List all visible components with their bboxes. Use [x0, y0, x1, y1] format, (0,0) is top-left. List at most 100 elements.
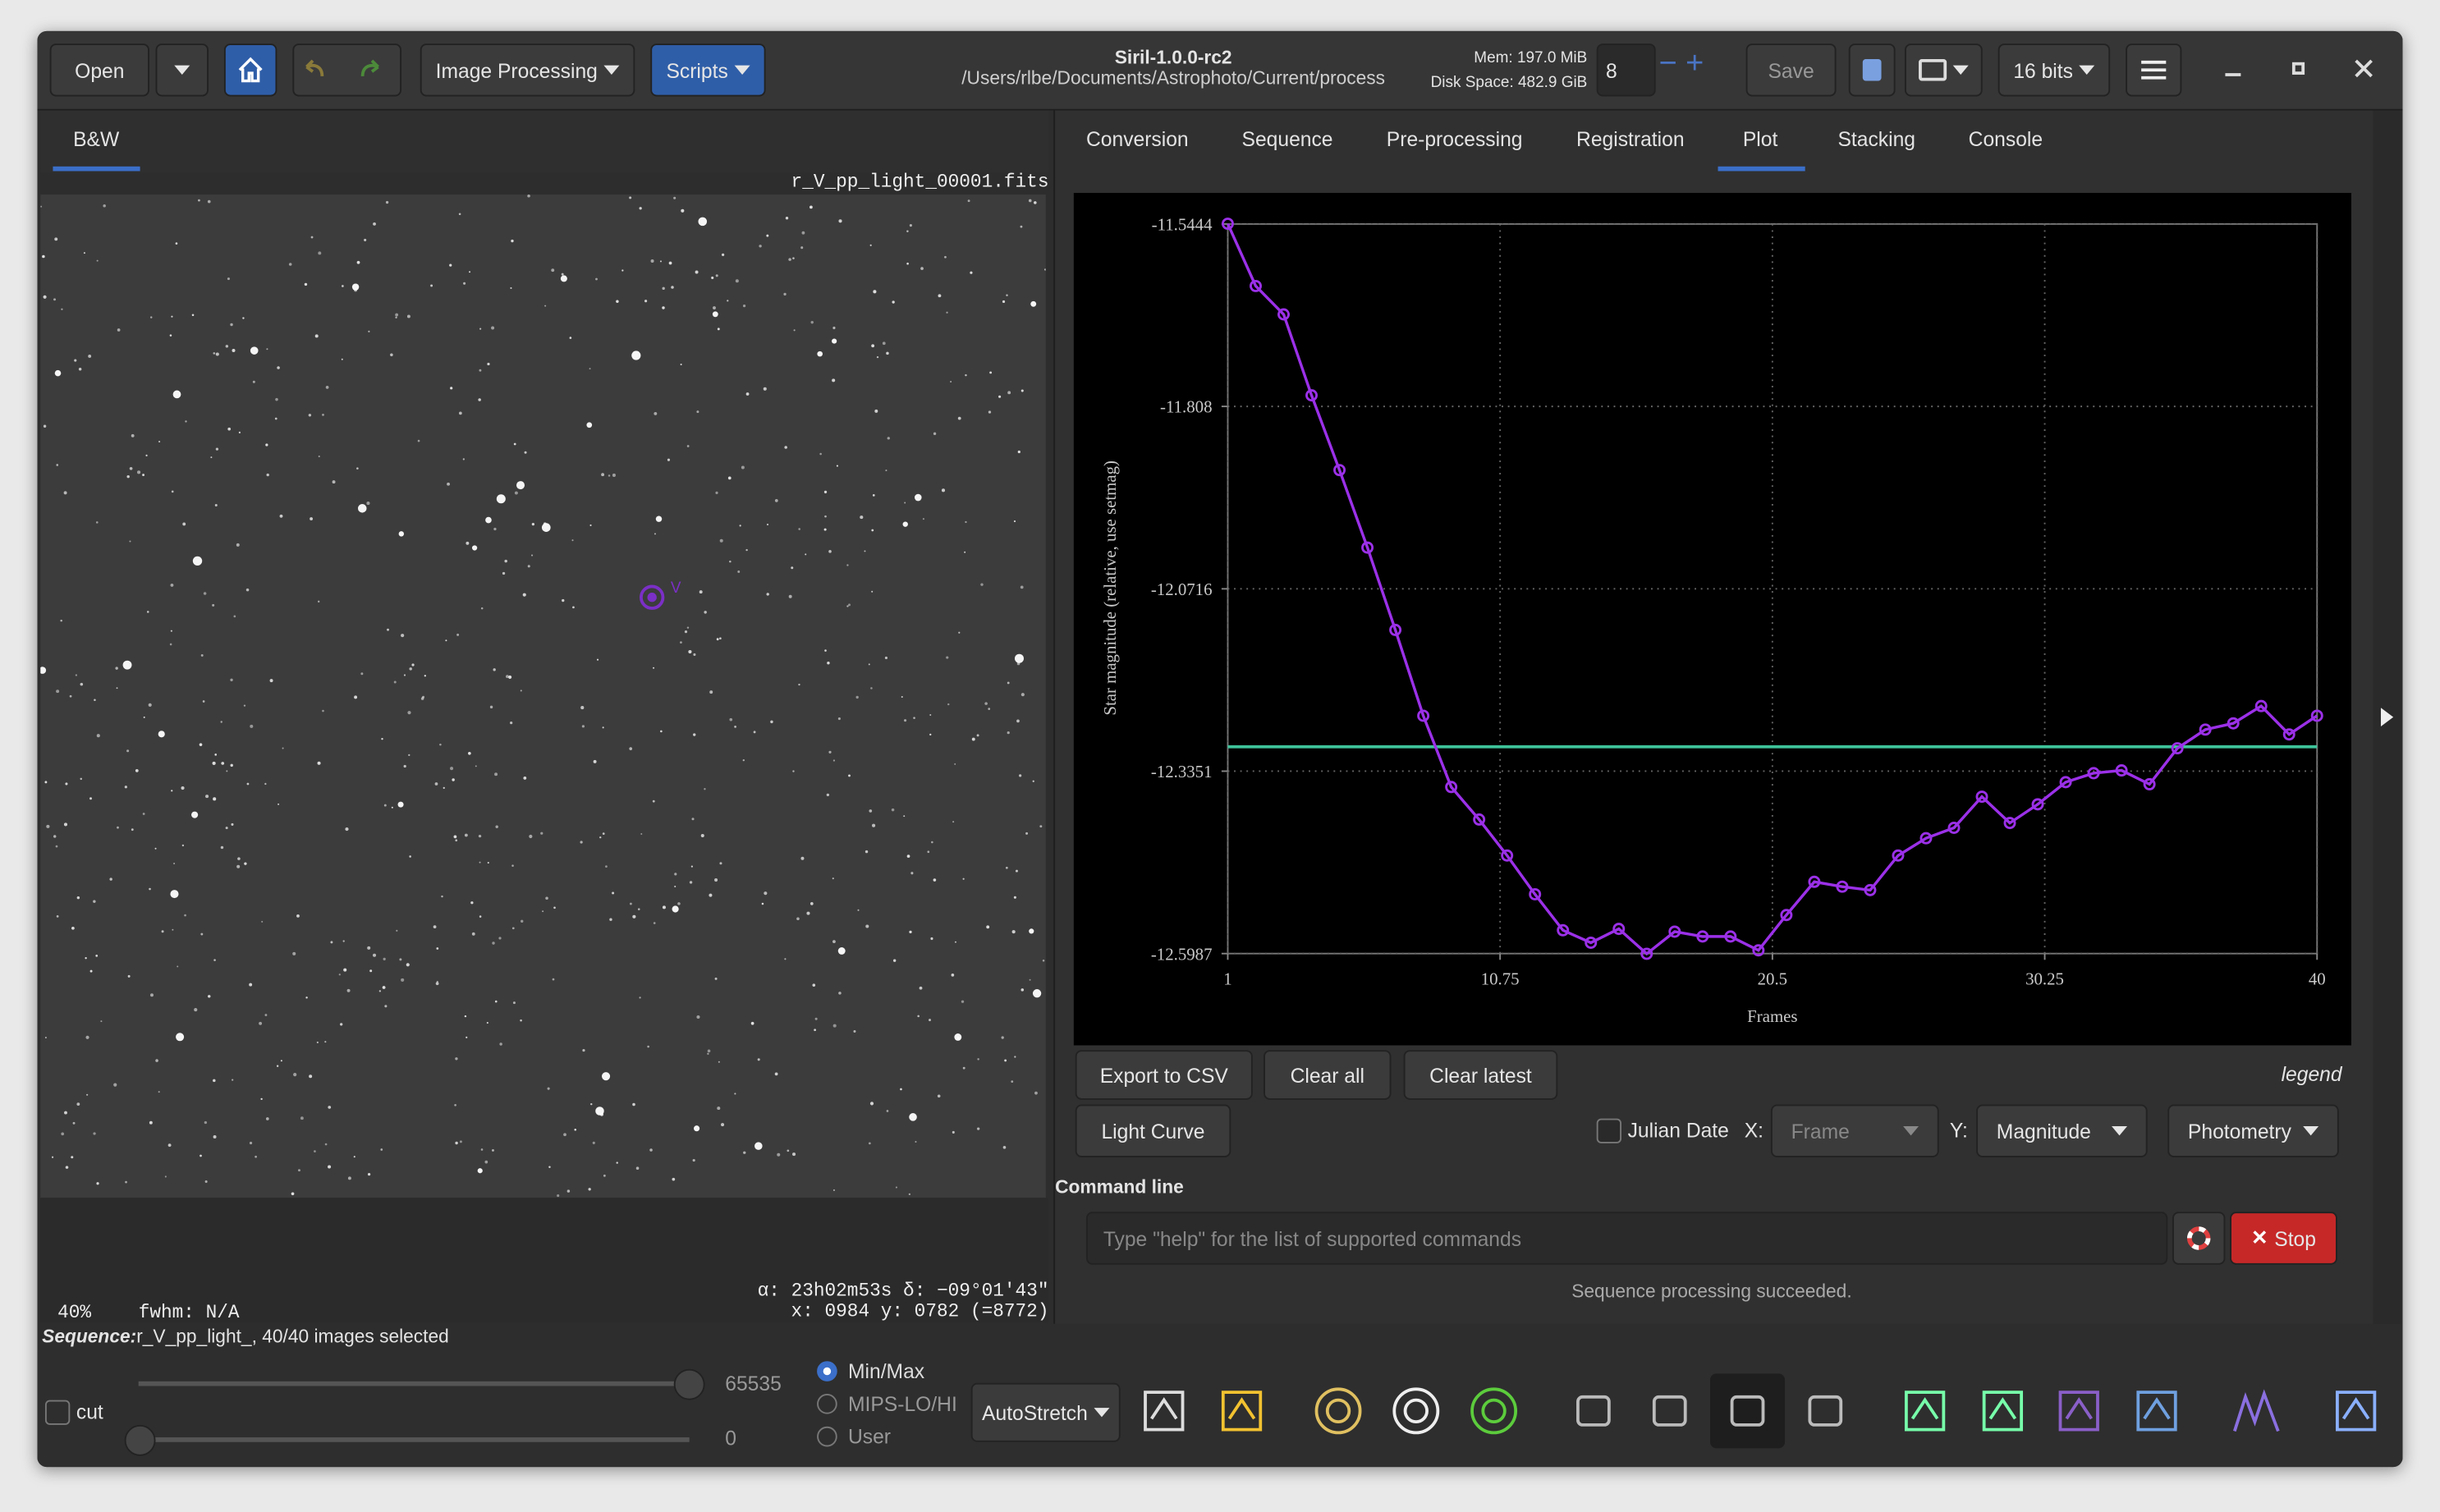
- tab-bw[interactable]: B&W: [73, 127, 120, 151]
- recent-dropdown[interactable]: [155, 44, 209, 97]
- star: [236, 864, 241, 868]
- tool-icon[interactable]: [1138, 1385, 1190, 1437]
- star: [727, 476, 732, 480]
- star: [495, 825, 498, 828]
- data-point: [1557, 923, 1570, 937]
- tool-icon[interactable]: [2329, 1385, 2382, 1437]
- star: [491, 326, 495, 330]
- undo-redo[interactable]: [292, 44, 402, 97]
- star: [275, 397, 278, 401]
- star: [322, 709, 324, 712]
- data-point: [2227, 717, 2240, 730]
- clear-latest-button[interactable]: Clear latest: [1403, 1050, 1558, 1100]
- tab[interactable]: Registration: [1576, 127, 1685, 151]
- star: [828, 550, 832, 553]
- command-input[interactable]: Type "help" for the list of supported co…: [1085, 1212, 2168, 1265]
- tool-icon[interactable]: [1976, 1385, 2029, 1437]
- main-menu[interactable]: [2126, 44, 2182, 97]
- tab[interactable]: Plot: [1742, 127, 1778, 151]
- star: [612, 891, 615, 895]
- autostretch-dropdown[interactable]: AutoStretch: [970, 1382, 1121, 1442]
- tool-icon[interactable]: [1215, 1385, 1268, 1437]
- star: [462, 458, 465, 460]
- legend-toggle[interactable]: legend: [2281, 1062, 2342, 1086]
- photometry-dropdown[interactable]: Photometry: [2167, 1104, 2339, 1157]
- star: [181, 844, 185, 847]
- star: [353, 1156, 355, 1158]
- tool-icon[interactable]: [2130, 1385, 2183, 1437]
- minus-plus[interactable]: − +: [1658, 46, 1704, 81]
- julian-checkbox[interactable]: [1596, 1118, 1622, 1143]
- scripts-menu[interactable]: Scripts: [650, 44, 766, 97]
- y-dropdown[interactable]: Magnitude: [1976, 1104, 2148, 1157]
- expand-arrow[interactable]: [2378, 706, 2396, 728]
- help-button[interactable]: [2172, 1212, 2226, 1265]
- tool-icon[interactable]: [1312, 1385, 1364, 1437]
- star: [480, 607, 484, 610]
- star: [967, 199, 970, 203]
- star: [805, 553, 807, 556]
- high-value: 65535: [725, 1372, 782, 1395]
- star: [566, 1189, 571, 1193]
- star: [347, 1176, 351, 1180]
- window-controls[interactable]: [2209, 47, 2388, 90]
- radio[interactable]: [817, 1426, 837, 1447]
- high-slider-knob[interactable]: [673, 1368, 705, 1400]
- thread-count[interactable]: 8: [1596, 44, 1656, 97]
- x-dropdown[interactable]: Frame: [1770, 1104, 1939, 1157]
- cut-checkbox[interactable]: [44, 1400, 71, 1425]
- pixel-coords: x: 0984 y: 0782 (=8772): [791, 1300, 1049, 1322]
- radio[interactable]: [817, 1361, 837, 1381]
- light-curve-button[interactable]: Light Curve: [1075, 1104, 1231, 1157]
- tool-icon[interactable]: [1390, 1385, 1442, 1437]
- data-point: [2171, 742, 2184, 755]
- star: [146, 611, 149, 613]
- open-button[interactable]: Open: [49, 44, 149, 97]
- star: [56, 915, 59, 918]
- star: [574, 1128, 577, 1131]
- tab[interactable]: Console: [1968, 127, 2043, 151]
- tool-icon[interactable]: [1567, 1385, 1620, 1437]
- snapshot-button[interactable]: [1904, 44, 1983, 97]
- star: [264, 1014, 268, 1016]
- star: [94, 699, 96, 702]
- bit-depth[interactable]: 16 bits: [1997, 44, 2111, 97]
- label: Stop: [2274, 1226, 2316, 1250]
- star: [100, 1020, 103, 1023]
- tool-icon[interactable]: [1898, 1385, 1951, 1437]
- tool-icon[interactable]: [2052, 1385, 2105, 1437]
- star: [540, 832, 543, 835]
- tool-icon[interactable]: [1644, 1385, 1696, 1437]
- save-button[interactable]: Save: [1745, 44, 1837, 97]
- tab[interactable]: Sequence: [1241, 127, 1333, 151]
- star: [873, 290, 877, 294]
- tool-icon[interactable]: [2230, 1385, 2282, 1437]
- star: [343, 968, 347, 972]
- image-processing-menu[interactable]: Image Processing: [420, 44, 635, 97]
- data-point: [1305, 389, 1319, 402]
- star: [629, 196, 632, 199]
- radio[interactable]: [817, 1394, 837, 1414]
- star: [491, 1148, 494, 1152]
- star: [380, 1148, 383, 1151]
- save-icon-button[interactable]: [1848, 44, 1896, 97]
- tool-icon[interactable]: [1467, 1385, 1520, 1437]
- tab[interactable]: Pre-processing: [1386, 127, 1523, 151]
- tab[interactable]: Conversion: [1085, 127, 1189, 151]
- tab[interactable]: Stacking: [1837, 127, 1916, 151]
- home-button[interactable]: [223, 44, 277, 97]
- export-csv-button[interactable]: Export to CSV: [1075, 1050, 1253, 1100]
- star: [230, 678, 233, 682]
- star: [812, 983, 816, 987]
- tool-icon[interactable]: [1799, 1385, 1851, 1437]
- stop-button[interactable]: ✕ Stop: [2230, 1212, 2337, 1265]
- star: [471, 932, 475, 936]
- star: [590, 1102, 593, 1106]
- clear-all-button[interactable]: Clear all: [1264, 1050, 1392, 1100]
- star: [485, 516, 492, 524]
- star: [668, 261, 672, 265]
- low-slider-knob[interactable]: [124, 1424, 156, 1456]
- tool-icon[interactable]: [1721, 1385, 1773, 1437]
- target-circle: [640, 584, 665, 610]
- star: [970, 271, 973, 274]
